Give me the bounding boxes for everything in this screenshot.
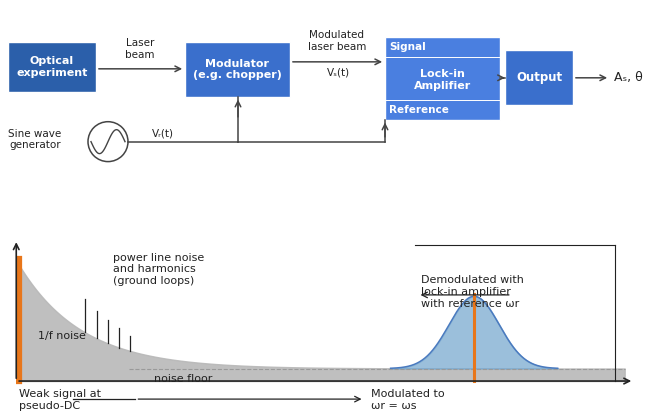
- Text: Laser
beam: Laser beam: [125, 38, 155, 60]
- Text: Aₛ, θ: Aₛ, θ: [614, 71, 643, 84]
- Text: Output: Output: [516, 71, 562, 84]
- Text: Signal: Signal: [389, 42, 426, 52]
- Text: Sine wave
generator: Sine wave generator: [8, 129, 62, 150]
- Text: Optical
experiment: Optical experiment: [16, 56, 88, 78]
- Text: power line noise
and harmonics
(ground loops): power line noise and harmonics (ground l…: [114, 252, 205, 286]
- Text: Weak signal at
pseudo-DC: Weak signal at pseudo-DC: [20, 389, 101, 411]
- Text: Modulated to
ωr = ωs: Modulated to ωr = ωs: [370, 389, 444, 411]
- Text: Modulated
laser beam: Modulated laser beam: [308, 30, 366, 52]
- Text: 1/f noise: 1/f noise: [38, 331, 86, 341]
- FancyBboxPatch shape: [185, 42, 290, 97]
- Text: Lock-in
Amplifier: Lock-in Amplifier: [414, 69, 471, 91]
- Text: Demodulated with
lock-in amplifier
with reference ωr: Demodulated with lock-in amplifier with …: [421, 276, 524, 309]
- Text: Reference: Reference: [389, 105, 449, 115]
- Text: Modulator
(e.g. chopper): Modulator (e.g. chopper): [193, 58, 282, 80]
- Text: Vₛ(t): Vₛ(t): [326, 68, 350, 78]
- FancyBboxPatch shape: [8, 42, 96, 92]
- Text: noise floor: noise floor: [154, 374, 213, 384]
- FancyBboxPatch shape: [385, 37, 500, 120]
- FancyBboxPatch shape: [505, 50, 573, 105]
- Text: Vᵣ(t): Vᵣ(t): [152, 129, 174, 139]
